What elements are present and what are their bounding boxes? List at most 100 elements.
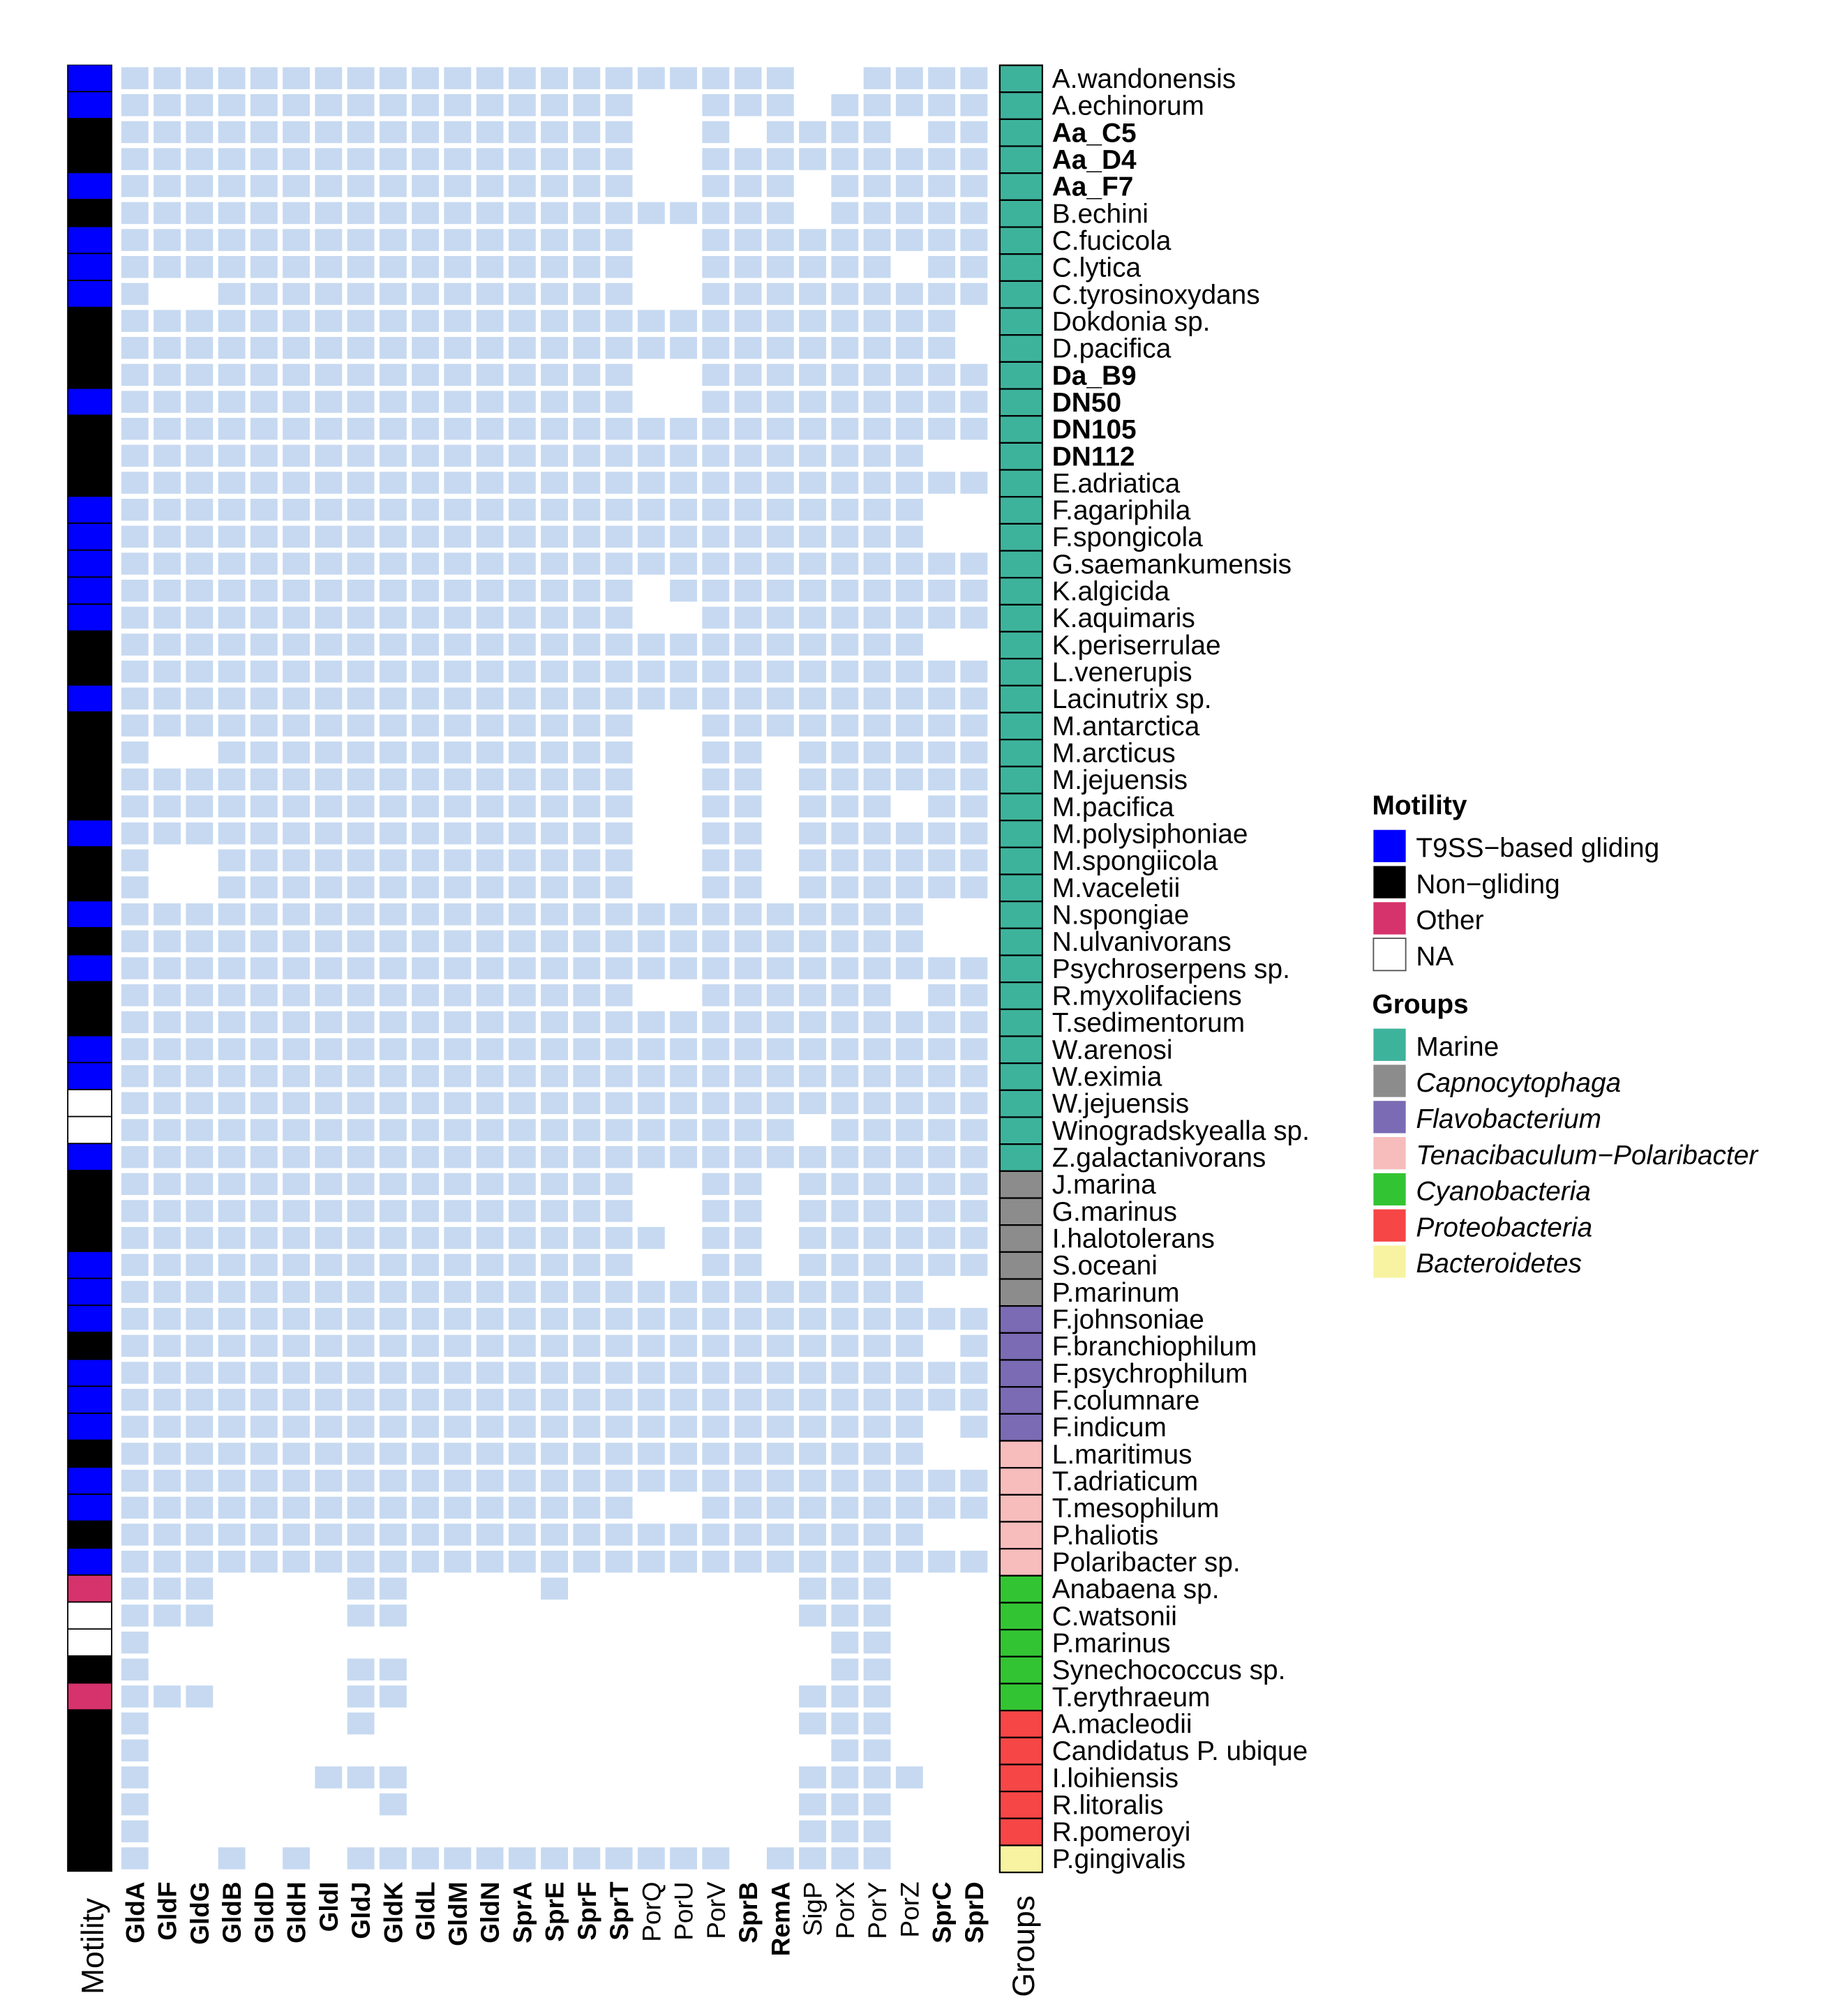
motility-cell	[68, 766, 112, 792]
gene-label: RemA	[766, 1881, 795, 1956]
gene-present-cell	[799, 391, 826, 413]
gene-present-cell	[218, 1200, 246, 1222]
gene-present-cell	[315, 1145, 343, 1168]
gene-present-cell	[476, 337, 504, 359]
gene-present-cell	[250, 768, 278, 791]
gene-present-cell	[895, 1496, 923, 1519]
gene-present-cell	[154, 1443, 181, 1465]
gene-present-cell	[250, 687, 278, 710]
gene-present-cell	[831, 256, 859, 278]
gene-present-cell	[895, 1524, 923, 1546]
gene-present-cell	[218, 1388, 246, 1411]
gene-present-cell	[734, 1415, 762, 1438]
gene-present-cell	[541, 1011, 568, 1034]
gene-present-cell	[928, 1011, 955, 1034]
gene-present-cell	[960, 1065, 988, 1088]
gene-present-cell	[895, 606, 923, 629]
gene-present-cell	[379, 148, 407, 170]
gene-present-cell	[412, 957, 439, 979]
gene-present-cell	[863, 1226, 891, 1249]
gene-label: GldL	[412, 1881, 440, 1940]
gene-present-cell	[283, 175, 310, 197]
gene-present-cell	[734, 1173, 762, 1196]
gene-present-cell	[541, 121, 568, 144]
gene-present-cell	[283, 1065, 310, 1088]
group-cell	[998, 1817, 1043, 1846]
gene-present-cell	[186, 202, 214, 225]
gene-present-cell	[605, 741, 633, 764]
gene-present-cell	[412, 1145, 439, 1168]
gene-present-cell	[605, 310, 633, 332]
gene-present-cell	[250, 310, 278, 332]
gene-present-cell	[315, 1254, 343, 1277]
gene-present-cell	[863, 498, 891, 521]
gene-present-cell	[218, 903, 246, 926]
species-label: P.haliotis	[1052, 1521, 1159, 1551]
gene-present-cell	[186, 1145, 214, 1168]
gene-present-cell	[250, 94, 278, 116]
gene-present-cell	[799, 1550, 826, 1573]
gene-present-cell	[250, 579, 278, 602]
gene-present-cell	[412, 1388, 439, 1411]
gene-present-cell	[637, 1119, 665, 1141]
gene-present-cell	[734, 579, 762, 602]
gene-present-cell	[186, 714, 214, 737]
gene-present-cell	[573, 202, 601, 225]
gene-present-cell	[476, 202, 504, 225]
gene-present-cell	[831, 1254, 859, 1277]
gene-present-cell	[573, 1334, 601, 1357]
species-label: Aa_C5	[1052, 118, 1137, 148]
gene-present-cell	[960, 363, 988, 386]
gene-present-cell	[379, 1038, 407, 1060]
gene-present-cell	[670, 1388, 697, 1411]
gene-present-cell	[831, 94, 859, 116]
gene-present-cell	[218, 1847, 246, 1870]
legend-motility-swatch	[1372, 938, 1407, 972]
gene-present-cell	[960, 1496, 988, 1519]
species-label: A.wandonensis	[1052, 64, 1236, 94]
gene-present-cell	[508, 930, 536, 953]
gene-present-cell	[379, 472, 407, 494]
gene-present-cell	[895, 202, 923, 225]
gene-present-cell	[863, 579, 891, 602]
gene-present-cell	[863, 283, 891, 306]
gene-present-cell	[928, 1550, 955, 1573]
gene-present-cell	[702, 148, 730, 170]
gene-present-cell	[121, 1712, 149, 1735]
gene-present-cell	[863, 310, 891, 332]
gene-present-cell	[831, 849, 859, 872]
gene-present-cell	[121, 1577, 149, 1600]
gene-present-cell	[573, 363, 601, 386]
group-cell	[998, 1359, 1043, 1388]
gene-present-cell	[508, 94, 536, 116]
gene-present-cell	[605, 444, 633, 467]
motility-cell	[68, 1440, 112, 1467]
gene-present-cell	[605, 903, 633, 926]
gene-present-cell	[412, 202, 439, 225]
gene-present-cell	[283, 1469, 310, 1492]
species-label: L.venerupis	[1052, 658, 1192, 688]
gene-present-cell	[799, 606, 826, 629]
gene-present-cell	[121, 903, 149, 926]
gene-present-cell	[347, 1415, 375, 1438]
gene-present-cell	[960, 256, 988, 278]
gene-present-cell	[412, 930, 439, 953]
gene-present-cell	[283, 1443, 310, 1465]
gene-present-cell	[799, 1065, 826, 1088]
gene-present-cell	[476, 1145, 504, 1168]
gene-present-cell	[734, 148, 762, 170]
gene-present-cell	[702, 472, 730, 494]
gene-present-cell	[541, 1200, 568, 1222]
gene-present-cell	[347, 984, 375, 1007]
group-cell	[998, 684, 1043, 714]
gene-present-cell	[154, 1685, 181, 1708]
gene-present-cell	[605, 175, 633, 197]
gene-present-cell	[831, 1145, 859, 1168]
motility-cell	[68, 335, 112, 361]
gene-present-cell	[315, 1119, 343, 1141]
gene-present-cell	[508, 1092, 536, 1115]
gene-present-cell	[960, 768, 988, 791]
gene-present-cell	[121, 1604, 149, 1627]
group-cell	[998, 658, 1043, 686]
gene-present-cell	[347, 930, 375, 953]
